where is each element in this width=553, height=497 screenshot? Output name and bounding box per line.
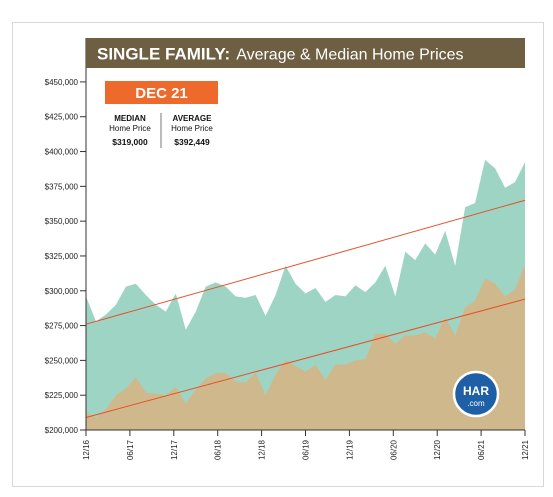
y-tick-label: $375,000 <box>45 182 79 191</box>
x-tick-label: 12/17 <box>170 439 179 460</box>
x-tick-label: 06/20 <box>389 439 398 460</box>
average-value: $392,449 <box>174 137 210 147</box>
har-logo: HAR .com <box>452 370 500 418</box>
trend-line-2 <box>85 298 526 418</box>
x-tick-label: 12/20 <box>433 439 442 460</box>
axes: $200,000 $225,000 $250,000 $275,000 $300,000… <box>45 38 530 460</box>
chart-title-bold: SINGLE FAMILY: <box>97 45 230 64</box>
average-label-line1: AVERAGE <box>173 114 213 123</box>
x-tick-label: 12/18 <box>258 439 267 460</box>
y-tick-label: $450,000 <box>45 78 79 87</box>
average-label-line2: Home Price <box>171 124 213 133</box>
x-tick-label: 12/16 <box>82 439 91 460</box>
callout-period: DEC 21 <box>135 85 188 102</box>
x-tick-label: 06/17 <box>126 439 135 460</box>
y-tick-label: $275,000 <box>45 322 79 331</box>
chart-title-rest: Average & Median Home Prices <box>236 47 463 64</box>
median-value: $319,000 <box>112 137 148 147</box>
har-logo-subtext: .com <box>467 399 485 408</box>
series-area-median <box>86 264 525 430</box>
median-label-line2: Home Price <box>109 124 151 133</box>
title-bar <box>86 38 525 68</box>
y-tick-label: $200,000 <box>45 426 79 435</box>
x-tick-label: 06/19 <box>302 439 311 460</box>
y-tick-label: $400,000 <box>45 148 79 157</box>
y-tick-label: $225,000 <box>45 391 79 400</box>
har-logo-circle <box>452 370 500 418</box>
x-tick-label: 12/19 <box>345 439 354 460</box>
y-tick-label: $325,000 <box>45 252 79 261</box>
median-label-line1: MEDIAN <box>114 114 146 123</box>
x-tick-label: 12/21 <box>521 439 530 460</box>
series-layer <box>86 159 525 430</box>
x-tick-label: 06/21 <box>477 439 486 460</box>
y-tick-label: $350,000 <box>45 217 79 226</box>
y-tick-label: $250,000 <box>45 356 79 365</box>
callout-period-box <box>105 81 218 104</box>
x-tick-label: 06/18 <box>214 439 223 460</box>
chart-title: SINGLE FAMILY: Average & Median Home Pric… <box>97 45 464 64</box>
har-logo-text: HAR <box>463 384 489 398</box>
y-tick-label: $300,000 <box>45 287 79 296</box>
y-tick-label: $425,000 <box>45 113 79 122</box>
trend-line-1 <box>85 199 526 325</box>
trend-layer <box>85 199 526 418</box>
